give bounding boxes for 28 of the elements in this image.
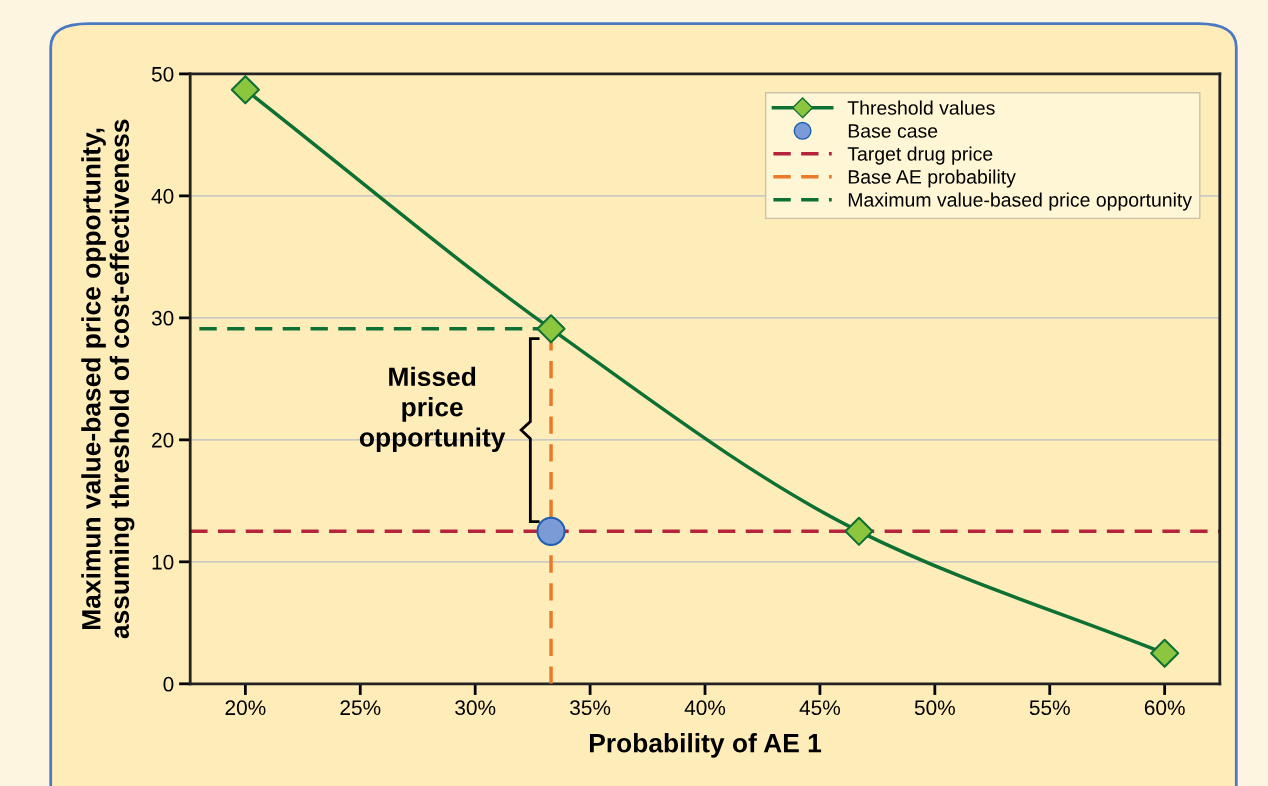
y-tick-label: 30	[151, 310, 174, 326]
point	[230, 75, 260, 105]
legend-label: Base case	[848, 124, 938, 138]
point	[844, 516, 874, 546]
x-tick-label: 45%	[799, 700, 841, 716]
x-tick-label: 60%	[1144, 700, 1185, 716]
x-tick-label: 20%	[225, 700, 266, 716]
annotation: Missed price opportunity	[359, 366, 506, 452]
y-tick-label: 20	[152, 432, 174, 448]
x-axis-title: Probability of AE 1	[589, 733, 822, 758]
x-tick-label: 40%	[684, 700, 726, 716]
x-tick-label: 30%	[455, 700, 496, 716]
y-tick-label: 10	[152, 554, 174, 570]
y-axis-title: Maximun value-based price opportunity, assuming threshold of cost-effectiveness	[81, 119, 135, 639]
y-tick-label: 0	[163, 676, 174, 692]
y-tick-label: 40	[151, 188, 174, 204]
x-tick-label: 50%	[914, 700, 955, 716]
x-tick-label: 25%	[340, 700, 381, 716]
point	[1150, 638, 1180, 668]
legend-label: Threshold values	[847, 100, 995, 115]
x-tick-label: 35%	[570, 700, 611, 716]
point	[536, 516, 566, 546]
y-tick-label: 50	[151, 66, 174, 82]
point	[536, 314, 566, 344]
legend-label: Target drug price	[847, 146, 993, 165]
legend-label: Base AE probability	[848, 169, 1016, 188]
x-tick-label: 55%	[1029, 700, 1070, 716]
legend-label: Maximum value-based price opportunity	[848, 192, 1193, 211]
